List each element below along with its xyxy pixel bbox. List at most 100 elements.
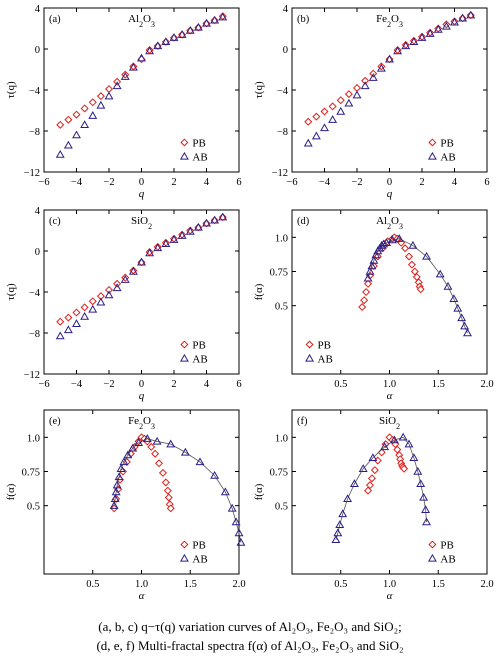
data-point-PB (393, 445, 402, 454)
figure-caption-line-2: (d, e, f) Multi-fractal spectra f(α) of … (96, 638, 404, 653)
data-point-AB (112, 283, 122, 292)
data-point-AB (311, 131, 321, 140)
data-point-AB (55, 149, 65, 158)
data-point-AB (368, 73, 378, 81)
data-point-AB (349, 479, 359, 487)
data-point-PB (72, 308, 81, 317)
data-point-AB (202, 18, 211, 27)
data-point-AB (382, 238, 392, 246)
legend-label-AB: AB (192, 353, 207, 365)
y-tick-label: 0.5 (275, 302, 288, 313)
legend-marker-AB (179, 553, 189, 562)
data-point-PB (96, 92, 105, 101)
data-point-AB (134, 438, 144, 446)
y-tick-label: 4 (283, 4, 289, 15)
data-point-PB (385, 55, 394, 64)
y-tick-label: −4 (29, 86, 41, 97)
data-point-AB (104, 290, 114, 299)
x-tick-label: 2.0 (480, 579, 493, 590)
data-point-AB (358, 464, 368, 472)
y-tick-label: −4 (277, 86, 289, 97)
data-point-AB (234, 528, 244, 537)
y-tick-label: 0 (35, 247, 40, 258)
data-point-PB (64, 313, 73, 322)
data-point-AB (389, 435, 399, 444)
data-point-PB (155, 459, 164, 468)
x-tick-label: 1.5 (432, 579, 445, 590)
x-tick-label: 1.5 (432, 379, 445, 390)
data-point-AB (120, 275, 130, 283)
data-point-AB (202, 218, 211, 227)
y-axis-label: τ(q) (5, 81, 17, 99)
data-point-AB (343, 494, 353, 503)
data-point-AB (409, 37, 419, 46)
data-point-AB (433, 24, 443, 33)
data-point-AB (376, 63, 386, 72)
data-point-AB (363, 273, 373, 282)
x-tick-label: 0 (139, 379, 144, 390)
data-point-AB (379, 239, 389, 248)
legend-marker-PB (180, 340, 189, 349)
data-point-AB (210, 215, 220, 224)
legend-marker-AB (179, 151, 189, 160)
x-tick-label: 2.0 (480, 379, 493, 390)
x-tick-label: −4 (71, 379, 83, 390)
data-point-AB (360, 81, 370, 90)
data-point-AB (169, 235, 179, 243)
data-point-AB (88, 304, 98, 313)
data-point-AB (153, 243, 163, 252)
data-point-PB (352, 83, 362, 92)
y-axis-label: τ(q) (253, 81, 265, 99)
data-point-AB (177, 30, 187, 38)
data-point-AB (153, 41, 163, 50)
x-tick-label: 2 (171, 379, 176, 390)
data-point-AB (55, 331, 65, 340)
data-point-AB (387, 235, 397, 244)
x-tick-label: −2 (351, 177, 362, 188)
data-point-AB (72, 130, 81, 139)
data-point-AB (220, 487, 230, 496)
data-point-AB (463, 328, 472, 337)
data-point-AB (88, 111, 98, 119)
y-tick-label: −8 (277, 127, 288, 138)
data-point-PB (56, 120, 65, 129)
data-point-AB (112, 480, 122, 489)
data-point-PB (365, 481, 375, 490)
legend-marker-PB (305, 340, 314, 349)
data-point-AB (331, 535, 341, 544)
x-tick-label: 6 (236, 177, 241, 188)
data-point-AB (422, 517, 432, 526)
data-point-AB (457, 313, 467, 322)
data-point-PB (151, 449, 160, 458)
data-point-PB (166, 504, 175, 513)
y-tick-label: 1.0 (27, 433, 40, 444)
data-point-AB (104, 91, 114, 100)
x-axis-label: α (387, 390, 393, 402)
y-axis-label: f(α) (5, 483, 17, 500)
panel-label: (a) (49, 14, 61, 25)
x-axis-label: α (139, 590, 145, 602)
data-point-AB (344, 98, 354, 107)
y-tick-label: 4 (35, 206, 41, 217)
data-point-AB (72, 319, 81, 327)
data-point-PB (121, 273, 130, 282)
data-point-AB (119, 457, 129, 466)
data-point-PB (80, 104, 89, 113)
data-point-AB (80, 120, 90, 129)
chart-title: SiO2 (131, 215, 152, 231)
y-tick-label: −8 (29, 329, 40, 340)
plot-frame (43, 7, 240, 173)
data-point-AB (443, 281, 453, 290)
data-point-AB (218, 212, 228, 221)
y-tick-label: −8 (29, 127, 40, 138)
data-point-PB (410, 267, 419, 276)
x-tick-label: 6 (236, 379, 241, 390)
data-point-AB (336, 106, 346, 115)
data-point-PB (164, 493, 173, 502)
x-tick-label: −2 (103, 177, 114, 188)
data-point-AB (404, 439, 414, 448)
data-point-AB (166, 439, 176, 448)
x-tick-label: 6 (484, 177, 489, 188)
